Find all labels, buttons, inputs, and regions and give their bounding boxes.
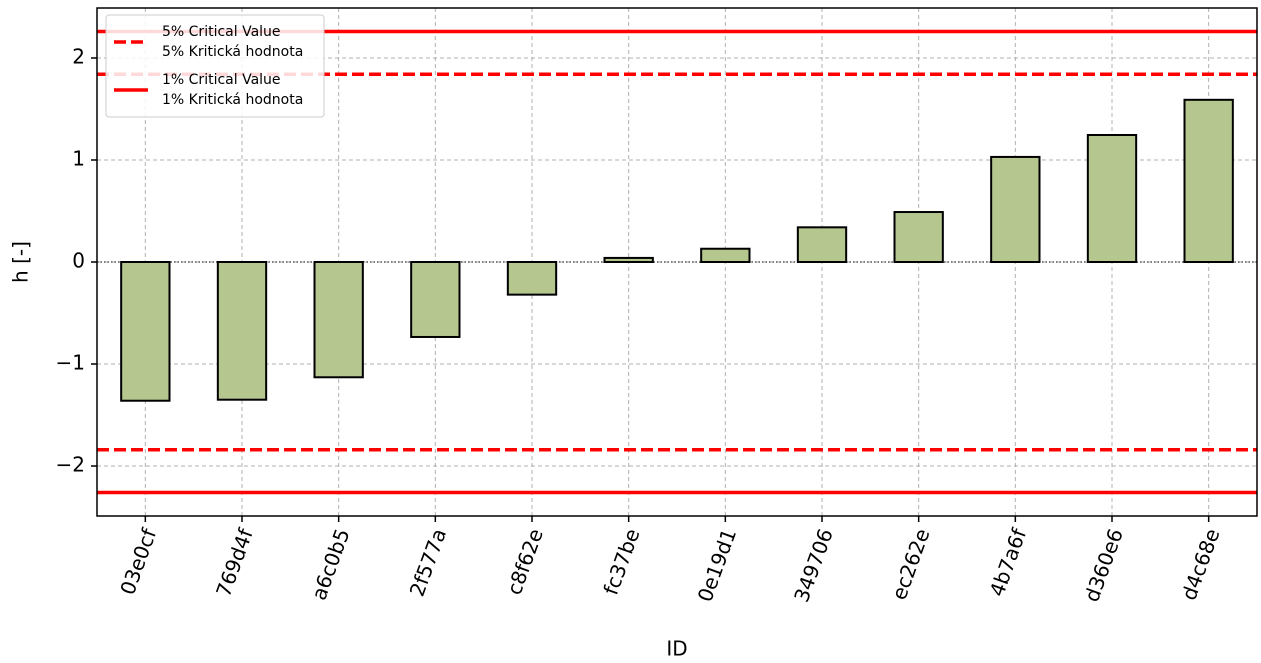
x-tick-label: ec262e bbox=[887, 525, 935, 603]
legend-label: 1% Kritická hodnota bbox=[162, 92, 303, 108]
x-tick-label: 769d4f bbox=[211, 524, 258, 599]
y-axis-label: h [-] bbox=[9, 241, 33, 283]
legend-box bbox=[105, 14, 325, 118]
x-tick-label: fc37be bbox=[599, 525, 645, 598]
y-tick-label: 1 bbox=[72, 146, 85, 170]
legend-label: 5% Kritická hodnota bbox=[162, 44, 303, 60]
bar bbox=[1086, 134, 1138, 263]
bar bbox=[120, 261, 171, 402]
bar bbox=[216, 261, 268, 401]
bar bbox=[410, 261, 461, 338]
x-tick-label: d4c68e bbox=[1177, 525, 1225, 603]
bar bbox=[990, 155, 1041, 264]
legend-label: 5% Critical Value bbox=[162, 24, 281, 40]
bar bbox=[506, 261, 558, 296]
y-tick-label: −2 bbox=[56, 453, 85, 477]
y-tick-label: −1 bbox=[56, 351, 85, 375]
bar bbox=[313, 261, 364, 379]
bar bbox=[700, 247, 751, 263]
x-tick-label: c8f62e bbox=[502, 525, 548, 598]
x-tick-label: d360e6 bbox=[1079, 525, 1128, 605]
x-tick-label: 4b7a6f bbox=[985, 524, 1032, 599]
bar bbox=[603, 256, 654, 263]
bar bbox=[1183, 98, 1234, 263]
bar bbox=[796, 226, 848, 264]
x-tick-label: 0e19d1 bbox=[693, 525, 742, 605]
x-axis-label: ID bbox=[666, 637, 687, 661]
bar bbox=[893, 211, 944, 264]
x-tick-label: 03e0cf bbox=[115, 524, 161, 597]
x-tick-label: 2f577a bbox=[405, 525, 452, 599]
x-tick-label: a6c0b5 bbox=[307, 525, 355, 603]
x-tick-label: 349706 bbox=[789, 525, 838, 605]
plot-frame bbox=[96, 7, 1258, 517]
y-tick-label: 2 bbox=[72, 44, 85, 68]
y-tick-label: 0 bbox=[72, 249, 85, 273]
legend-label: 1% Critical Value bbox=[162, 72, 281, 88]
